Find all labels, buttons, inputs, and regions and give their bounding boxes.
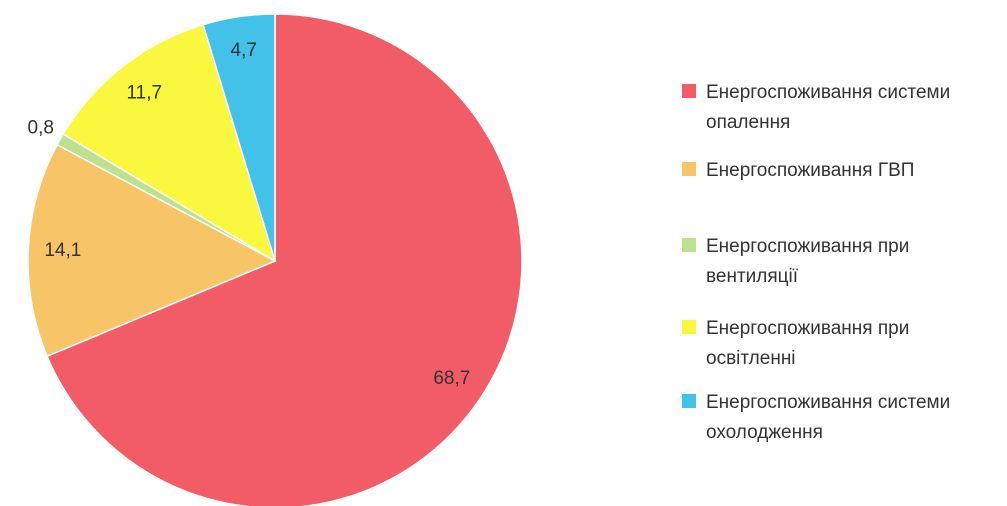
pie-slice [27, 143, 277, 358]
pie-slice [46, 13, 523, 506]
legend-item: Енергоспоживання при освітленні [682, 314, 982, 374]
legend-item: Енергоспоживання системи охолодження [682, 388, 982, 448]
legend-label: Енергоспоживання системи охолодження [706, 392, 951, 443]
pie-slice [62, 23, 277, 263]
legend-swatch [682, 320, 696, 334]
chart: 68,7 14,1 0,8 11,7 4,7 [27, 13, 523, 506]
legend-item: Енергоспоживання системи опалення [682, 78, 982, 138]
pie-slice [202, 13, 276, 262]
legend-item: Енергоспоживання при вентиляції [682, 232, 982, 292]
legend-label: Енергоспоживання при вентиляції [706, 236, 910, 287]
legend-swatch [682, 394, 696, 408]
legend-item: Енергоспоживання ГВП [682, 156, 982, 186]
data-label: 4,7 [231, 40, 257, 61]
legend-swatch [682, 84, 696, 98]
legend-swatch [682, 238, 696, 252]
legend-label: Енергоспоживання системи опалення [706, 82, 951, 133]
data-label: 0,8 [28, 117, 54, 138]
data-label: 68,7 [433, 368, 470, 389]
legend-label: Енергоспоживання при освітленні [706, 318, 910, 369]
data-label: 14,1 [44, 240, 81, 261]
data-label: 11,7 [126, 83, 162, 104]
legend-label: Енергоспоживання ГВП [706, 160, 915, 181]
legend-swatch [682, 162, 696, 176]
